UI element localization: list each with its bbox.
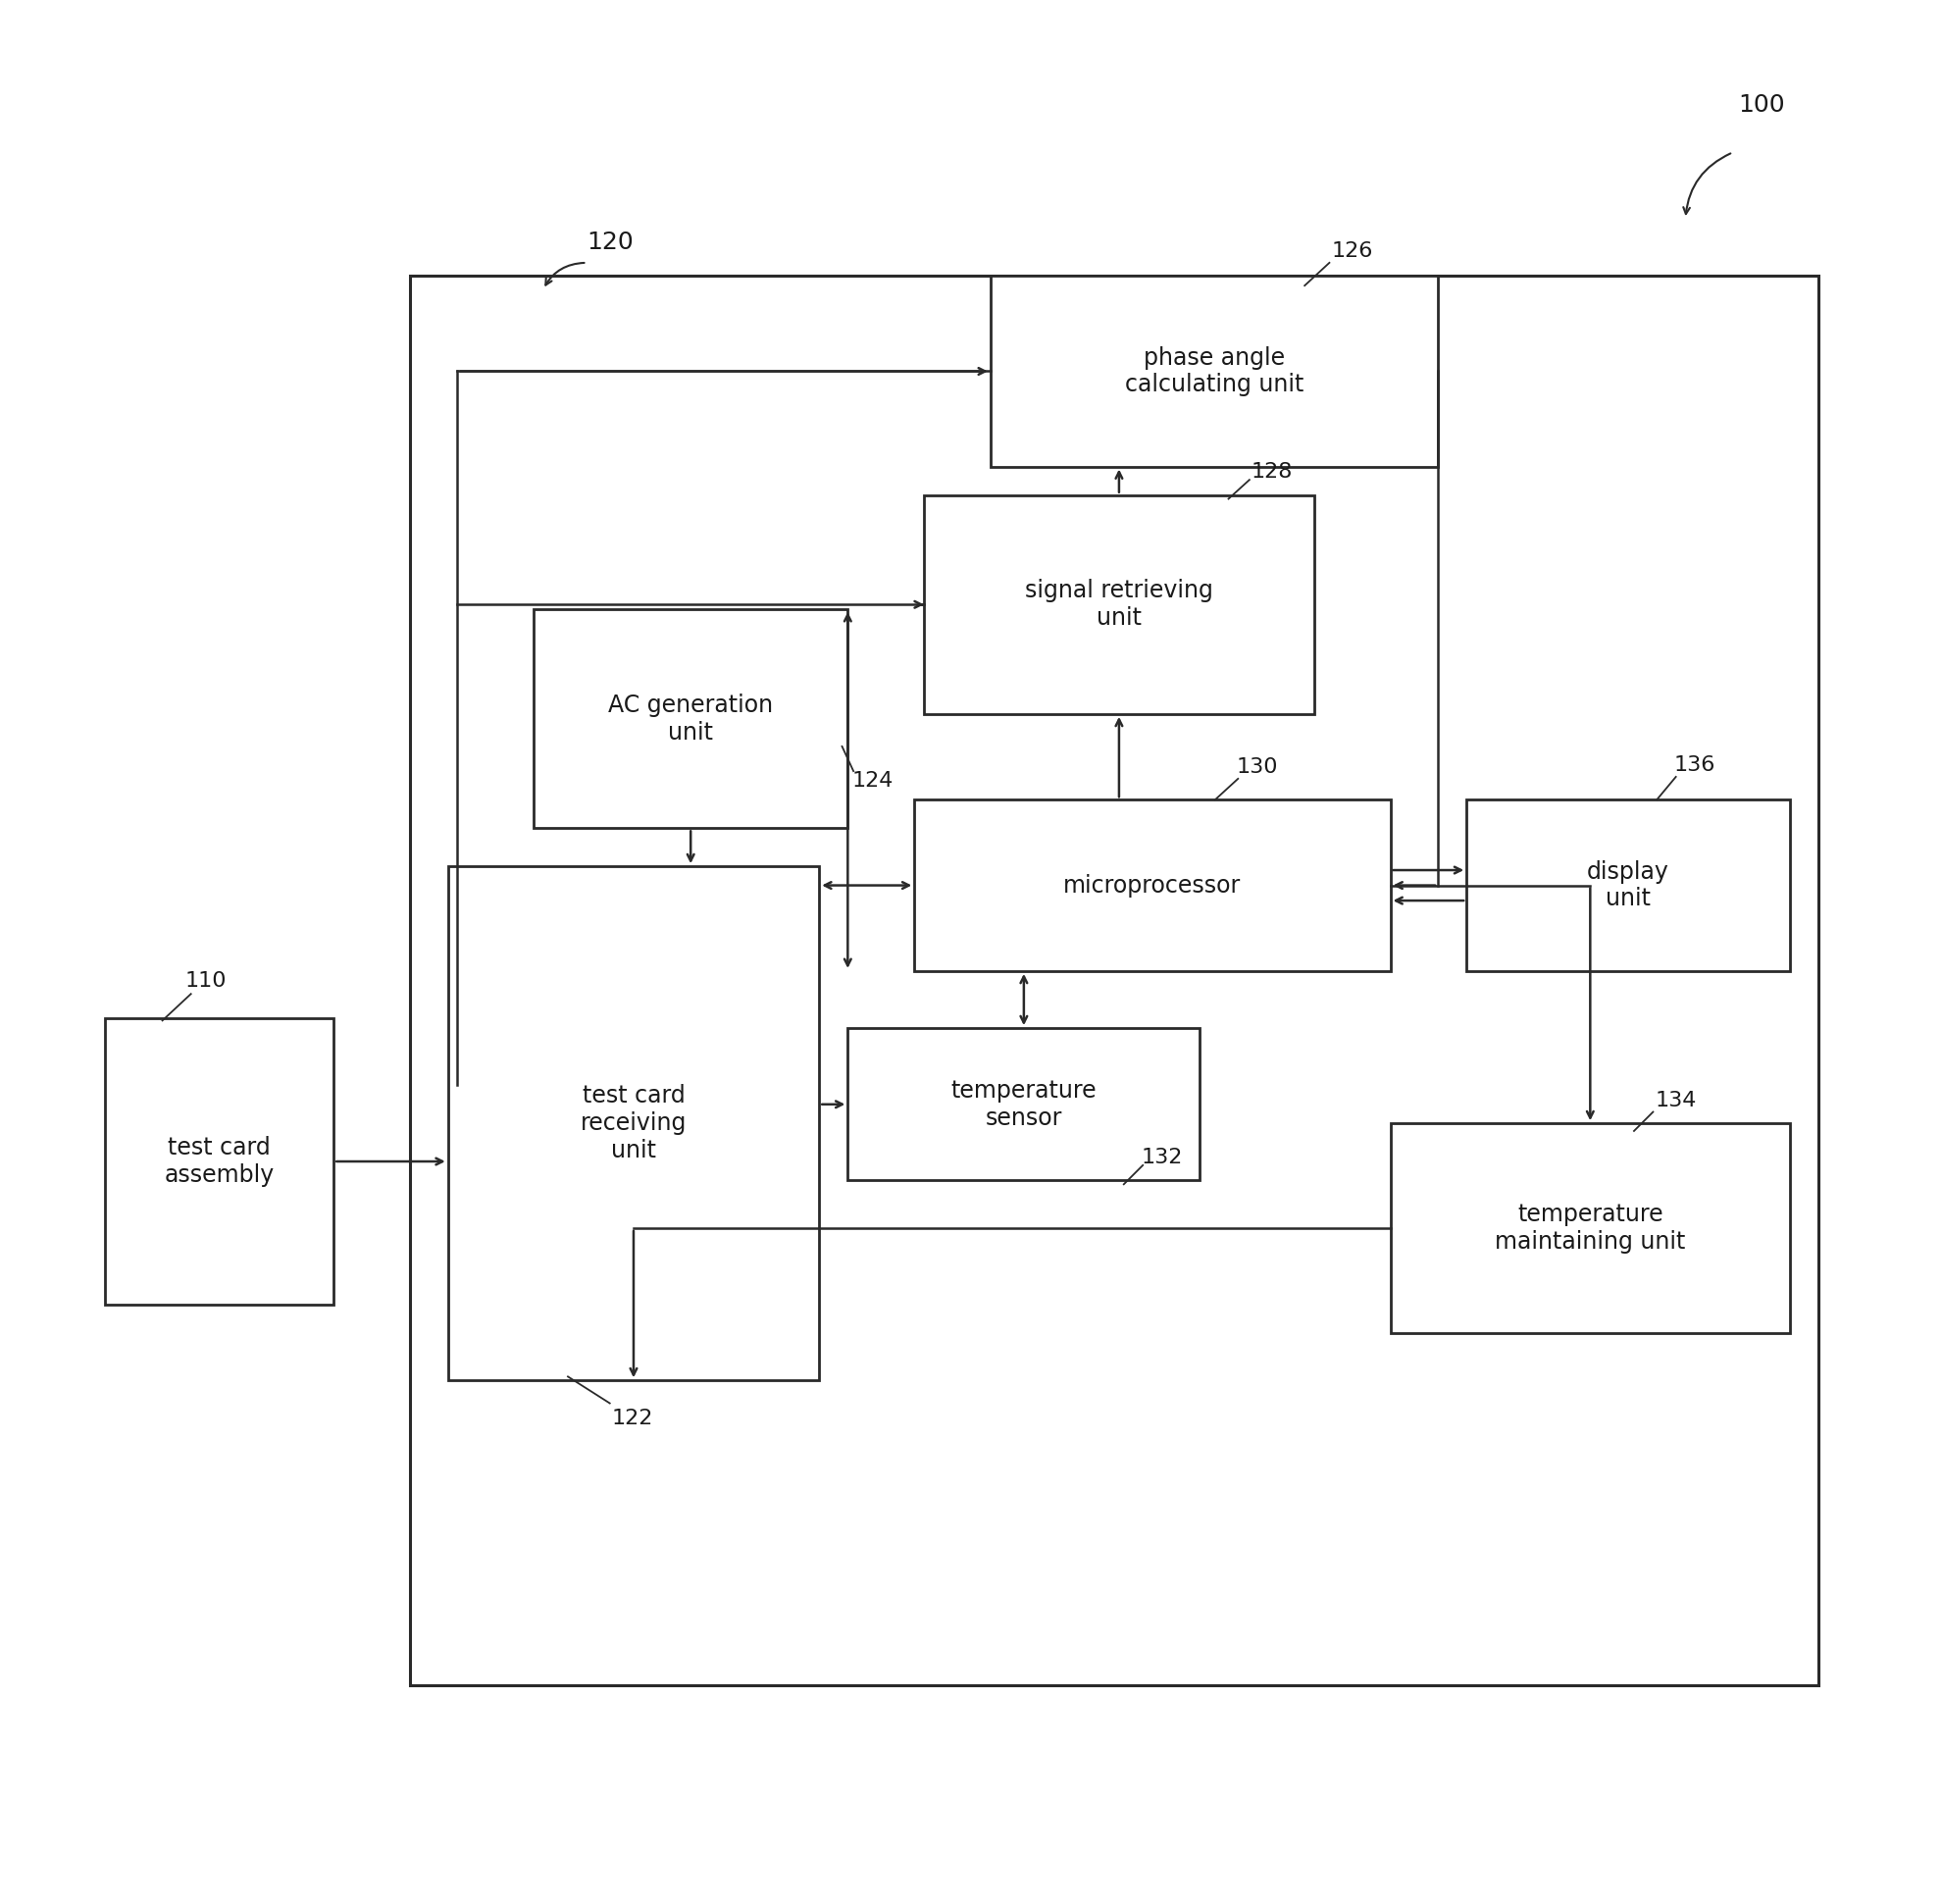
Bar [449, 866, 820, 1380]
Bar [410, 276, 1818, 1685]
Text: 122: 122 [612, 1409, 653, 1428]
Bar [534, 609, 847, 828]
Text: signal retrieving
unit: signal retrieving unit [1025, 579, 1212, 630]
Text: 134: 134 [1655, 1091, 1695, 1110]
Bar [990, 276, 1437, 466]
Text: test card
assembly: test card assembly [165, 1137, 274, 1186]
Bar [924, 495, 1313, 714]
Text: 126: 126 [1330, 242, 1373, 261]
Text: 132: 132 [1140, 1148, 1183, 1167]
Text: 136: 136 [1674, 756, 1715, 775]
Text: temperature
maintaining unit: temperature maintaining unit [1493, 1203, 1684, 1253]
Text: AC generation
unit: AC generation unit [608, 693, 773, 744]
Text: microprocessor: microprocessor [1062, 874, 1241, 897]
Text: 128: 128 [1251, 463, 1293, 482]
Text: display
unit: display unit [1587, 861, 1668, 910]
Text: temperature
sensor: temperature sensor [950, 1080, 1095, 1129]
Bar [1466, 800, 1789, 971]
Text: 130: 130 [1235, 758, 1278, 777]
Text: 110: 110 [184, 971, 227, 990]
Bar [105, 1019, 334, 1304]
Text: 120: 120 [586, 230, 633, 253]
Bar [1390, 1123, 1789, 1333]
Text: test card
receiving
unit: test card receiving unit [581, 1083, 686, 1163]
Text: 124: 124 [851, 771, 893, 790]
Bar [915, 800, 1390, 971]
Text: 100: 100 [1738, 93, 1785, 116]
Bar [847, 1028, 1200, 1180]
Text: phase angle
calculating unit: phase angle calculating unit [1124, 347, 1303, 396]
